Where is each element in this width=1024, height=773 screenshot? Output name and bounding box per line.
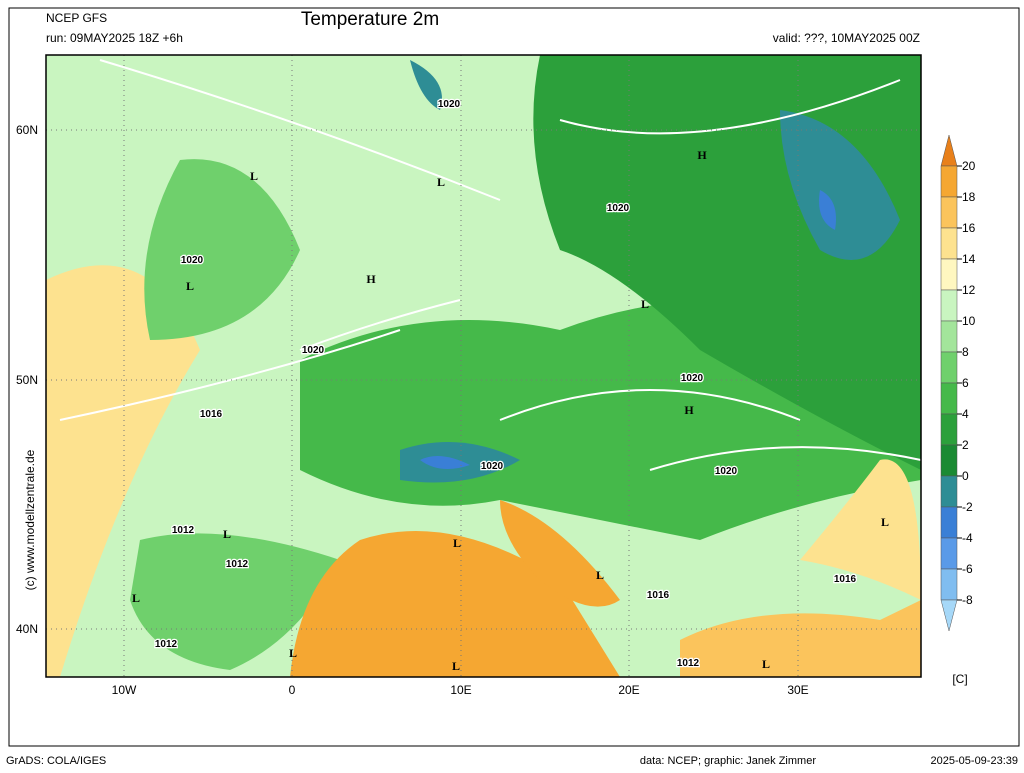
colorbar-label: -2	[962, 500, 973, 514]
isobar-label: 1020	[302, 345, 325, 356]
lat-label: 60N	[16, 123, 38, 137]
footer-left: GrADS: COLA/IGES	[6, 755, 106, 767]
graticule	[46, 55, 921, 677]
colorbar-label: -4	[962, 531, 973, 545]
isobar-label: 1020	[607, 203, 630, 214]
pressure-center: L	[762, 657, 770, 671]
colorbar-unit: [C]	[952, 672, 967, 686]
isobar-label: 1020	[438, 99, 461, 110]
lat-label: 40N	[16, 622, 38, 636]
pressure-center: H	[697, 148, 707, 162]
colorbar-label: -6	[962, 562, 973, 576]
lon-label: 20E	[618, 683, 639, 697]
pressure-center: H	[366, 272, 376, 286]
pressure-center: L	[437, 175, 445, 189]
colorbar-swatch	[940, 289, 958, 322]
map: L L H 1020 1020 1020 L H L 1020 1020 H 1016 1020 1020 1…	[46, 55, 921, 677]
colorbar-swatch	[940, 382, 958, 415]
frame	[8, 7, 1020, 747]
colorbar-label: 2	[962, 438, 969, 452]
pressure-center: L	[186, 279, 194, 293]
colorbar-swatch	[940, 227, 958, 260]
colorbar-label: 4	[962, 407, 969, 421]
colorbar-swatch	[940, 258, 958, 291]
isobar-label: 1012	[172, 525, 195, 536]
isobar-label: 1012	[155, 639, 178, 650]
colorbar-label: 16	[962, 221, 976, 235]
colorbar-swatch	[940, 444, 958, 477]
pressure-center: L	[881, 515, 889, 529]
lon-label: 30E	[787, 683, 808, 697]
colorbar-label: -8	[962, 593, 973, 607]
lon-label: 10W	[112, 683, 137, 697]
colorbar-swatch	[940, 475, 958, 508]
colorbar-swatch	[940, 506, 958, 539]
colorbar-swatch	[940, 537, 958, 570]
model: NCEP GFS	[46, 11, 107, 25]
colorbar-label: 8	[962, 345, 969, 359]
colorbar-label: 14	[962, 252, 976, 266]
footer-credit: data: NCEP; graphic: Janek Zimmer	[640, 755, 816, 767]
colorbar-label: 20	[962, 159, 976, 173]
lon-label: 0	[289, 683, 296, 697]
colorbar-swatch	[940, 196, 958, 229]
colorbar-label: 10	[962, 314, 976, 328]
title: Temperature 2m	[301, 9, 439, 30]
isobar-label: 1016	[834, 574, 857, 585]
colorbar-swatch	[940, 320, 958, 353]
colorbar-swatch	[940, 134, 958, 167]
colorbar-swatch	[940, 165, 958, 198]
copyright: (c) www.modellzentrale.de	[23, 449, 37, 590]
run: run: 09MAY2025 18Z +6h	[46, 31, 183, 45]
pressure-center: L	[132, 591, 140, 605]
pressure-center: H	[684, 403, 694, 417]
isobar-label: 1012	[677, 658, 700, 669]
valid: valid: ???, 10MAY2025 00Z	[773, 31, 920, 45]
colorbar-swatch	[940, 351, 958, 384]
lat-label: 50N	[16, 373, 38, 387]
pressure-center: L	[453, 536, 461, 550]
lon-label: 10E	[450, 683, 471, 697]
isobar-label: 1012	[226, 559, 249, 570]
pressure-center: L	[289, 646, 297, 660]
colorbar-label: 0	[962, 469, 969, 483]
pressure-center: L	[596, 568, 604, 582]
colorbar-label: 6	[962, 376, 969, 390]
isobar-label: 1020	[181, 255, 204, 266]
isobar-label: 1020	[715, 466, 738, 477]
colorbar-swatch	[940, 568, 958, 601]
colorbar-label: 18	[962, 190, 976, 204]
colorbar-swatch	[940, 599, 958, 632]
pressure-center: L	[452, 659, 460, 673]
map-border	[45, 54, 922, 678]
isobar-label: 1020	[681, 373, 704, 384]
isobar-label: 1020	[481, 461, 504, 472]
pressure-center: L	[250, 169, 258, 183]
isobar-label: 1016	[647, 590, 670, 601]
colorbar-swatch	[940, 413, 958, 446]
isobar-label: 1016	[200, 409, 223, 420]
pressure-center: L	[641, 297, 649, 311]
pressure-center: L	[223, 527, 231, 541]
colorbar-label: 12	[962, 283, 976, 297]
footer-timestamp: 2025-05-09-23:39	[931, 755, 1018, 767]
